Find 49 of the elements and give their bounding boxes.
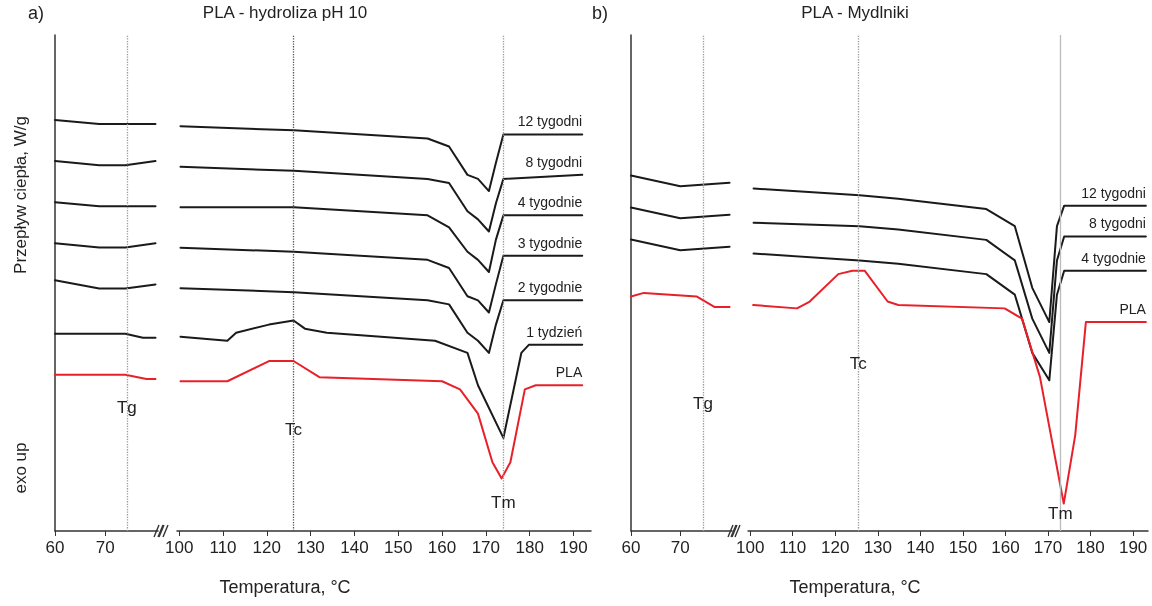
annotation: Tm — [1048, 504, 1073, 524]
x-tick-label: 60 — [621, 538, 641, 557]
series-label: 12 tygodni — [517, 113, 583, 130]
x-tick-label: 160 — [991, 538, 1020, 557]
series-label: 1 tydzień — [526, 323, 583, 340]
text: a) — [28, 3, 45, 23]
series-label: 2 tygodnie — [517, 279, 583, 296]
series-label: 12 tygodni — [1081, 184, 1146, 201]
series-label: 4 tygodnie — [517, 194, 583, 211]
series-label: 3 tygodnie — [517, 234, 583, 251]
x-tick-label: 140 — [340, 538, 369, 557]
annotation: Tm — [491, 493, 516, 513]
x-tick-label: 70 — [95, 538, 115, 557]
x-tick-label: 130 — [863, 538, 893, 557]
series-label: PLA — [1119, 301, 1147, 318]
annotation: Tg — [693, 393, 713, 413]
x-tick-label: 100 — [164, 538, 194, 557]
text: b) — [592, 3, 609, 23]
x-tick-label: 110 — [209, 538, 237, 557]
y-axis-title: Przepływ ciepła, W/g — [10, 116, 30, 274]
x-tick-label: 190 — [559, 538, 588, 557]
x-tick-label: 170 — [471, 538, 501, 557]
x-tick-label: 180 — [515, 538, 544, 557]
annotation: Tc — [849, 353, 868, 373]
series-label: 8 tygodni — [1089, 215, 1146, 232]
series-label: 8 tygodni — [525, 153, 583, 170]
x-tick-label: 120 — [252, 538, 281, 557]
series-label: 4 tygodnie — [1081, 249, 1147, 266]
x-tick-label: 150 — [384, 538, 413, 557]
x-axis-title: Temperatura, °C — [219, 577, 351, 597]
x-tick-label: 110 — [779, 538, 807, 557]
x-tick-label: 180 — [1076, 538, 1105, 557]
chart-title: PLA - hydroliza pH 10 — [202, 3, 368, 22]
chart-title: PLA - Mydlniki — [801, 3, 909, 22]
series-label: PLA — [555, 364, 583, 381]
x-tick-label: 160 — [427, 538, 457, 557]
x-tick-label: 120 — [821, 538, 850, 557]
x-tick-label: 60 — [45, 538, 65, 557]
x-tick-label: 150 — [948, 538, 978, 557]
x-tick-label: 70 — [670, 538, 690, 557]
x-tick-label: 130 — [296, 538, 325, 557]
x-axis-title: Temperatura, °C — [789, 577, 921, 597]
text: exo up — [10, 442, 30, 494]
x-tick-label: 100 — [735, 538, 765, 557]
x-tick-label: 140 — [906, 538, 935, 557]
x-tick-label: 170 — [1033, 538, 1063, 557]
annotation: Tg — [116, 398, 137, 418]
x-tick-label: 190 — [1118, 538, 1148, 557]
annotation: Tc — [285, 420, 303, 440]
